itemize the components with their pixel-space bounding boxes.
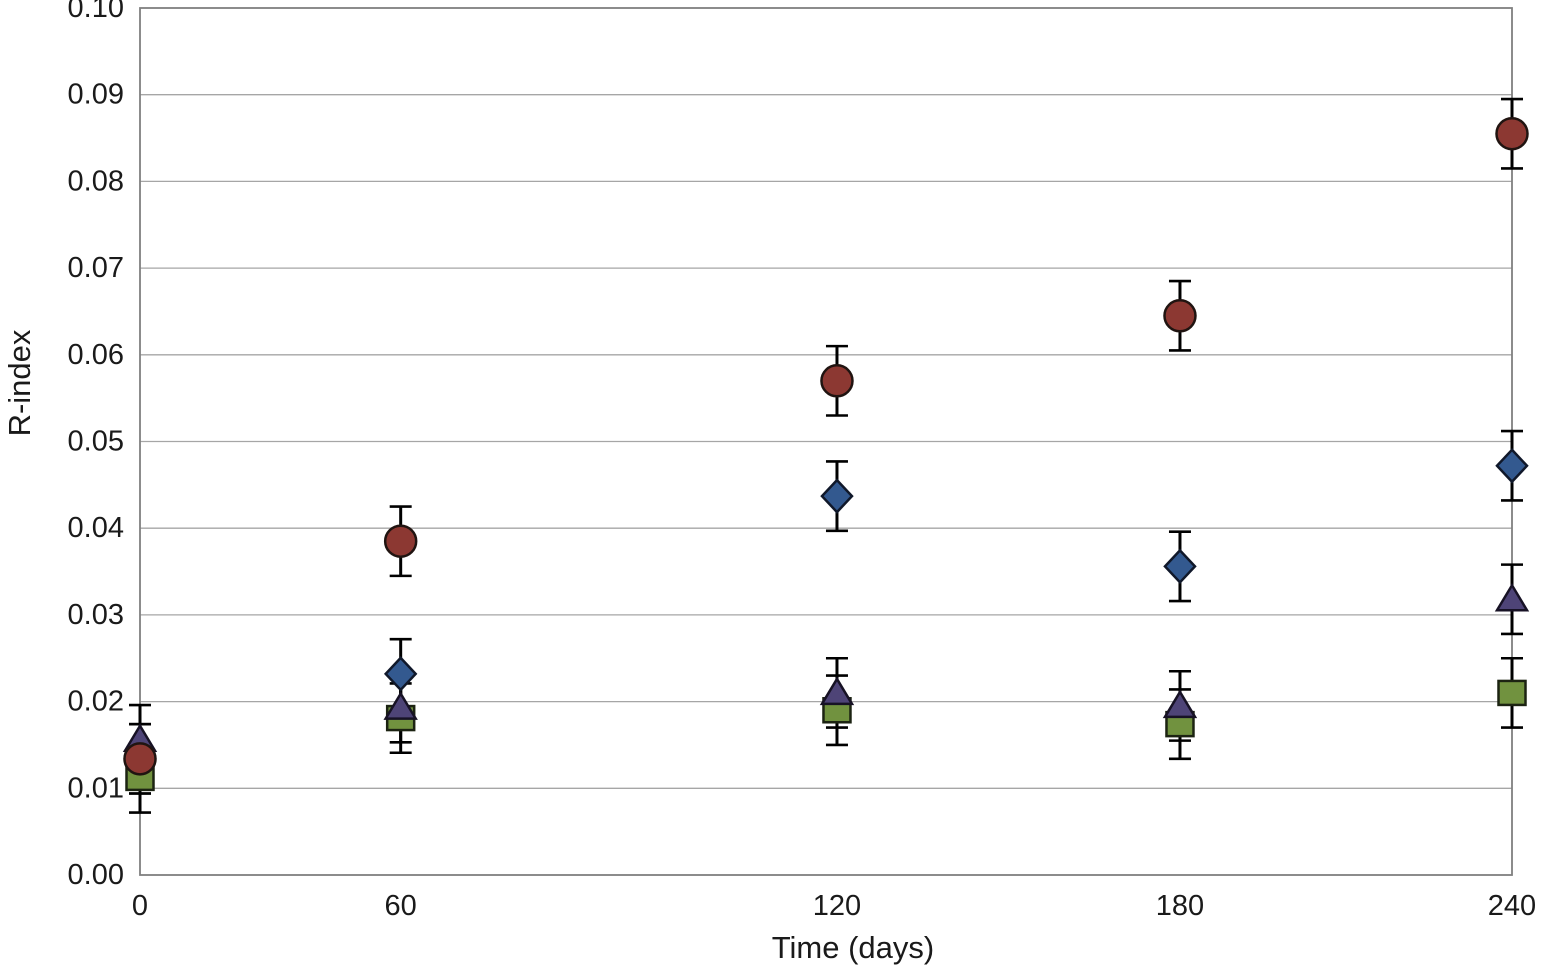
marker-triangle bbox=[1494, 582, 1530, 612]
marker-diamond bbox=[1163, 548, 1197, 585]
x-tick-label: 120 bbox=[813, 890, 861, 922]
y-tick-label: 0.10 bbox=[68, 0, 124, 24]
y-tick-label: 0.06 bbox=[68, 339, 124, 371]
marker-circle bbox=[123, 742, 157, 776]
y-tick-label: 0.07 bbox=[68, 252, 124, 284]
marker-circle bbox=[820, 364, 854, 398]
y-tick-label: 0.02 bbox=[68, 686, 124, 718]
y-tick-labels: 0.00 0.01 0.02 0.03 0.04 0.05 0.06 0.07 0.08 0.09… bbox=[68, 0, 124, 891]
marker-triangle bbox=[383, 691, 418, 720]
marker-triangle bbox=[819, 676, 855, 706]
series-circles bbox=[123, 116, 1529, 776]
gridlines bbox=[140, 94, 1512, 789]
x-tick-labels: 0 60 120 180 240 bbox=[132, 890, 1536, 922]
marker-circle bbox=[1495, 116, 1529, 151]
y-tick-label: 0.09 bbox=[68, 79, 124, 111]
y-tick-label: 0.00 bbox=[68, 859, 124, 891]
y-axis-title: R-index bbox=[2, 329, 37, 437]
marker-triangle bbox=[1162, 689, 1198, 719]
y-tick-label: 0.04 bbox=[68, 512, 124, 544]
marker-square bbox=[1497, 679, 1527, 707]
marker-circle bbox=[383, 524, 418, 558]
series-diamonds bbox=[123, 447, 1529, 777]
y-tick-label: 0.01 bbox=[68, 772, 124, 804]
marker-diamond bbox=[383, 656, 418, 692]
marker-diamond bbox=[820, 478, 854, 514]
x-tick-label: 240 bbox=[1488, 890, 1536, 922]
x-tick-label: 0 bbox=[132, 890, 148, 922]
marker-diamond bbox=[1495, 447, 1529, 484]
y-tick-label: 0.08 bbox=[68, 165, 124, 197]
marker-circle bbox=[1163, 299, 1197, 333]
x-tick-label: 60 bbox=[385, 890, 417, 922]
y-tick-label: 0.03 bbox=[68, 599, 124, 631]
x-tick-label: 180 bbox=[1156, 890, 1204, 922]
y-tick-label: 0.05 bbox=[68, 426, 124, 458]
x-axis-title: Time (days) bbox=[771, 930, 935, 965]
series-triangles bbox=[122, 582, 1530, 752]
